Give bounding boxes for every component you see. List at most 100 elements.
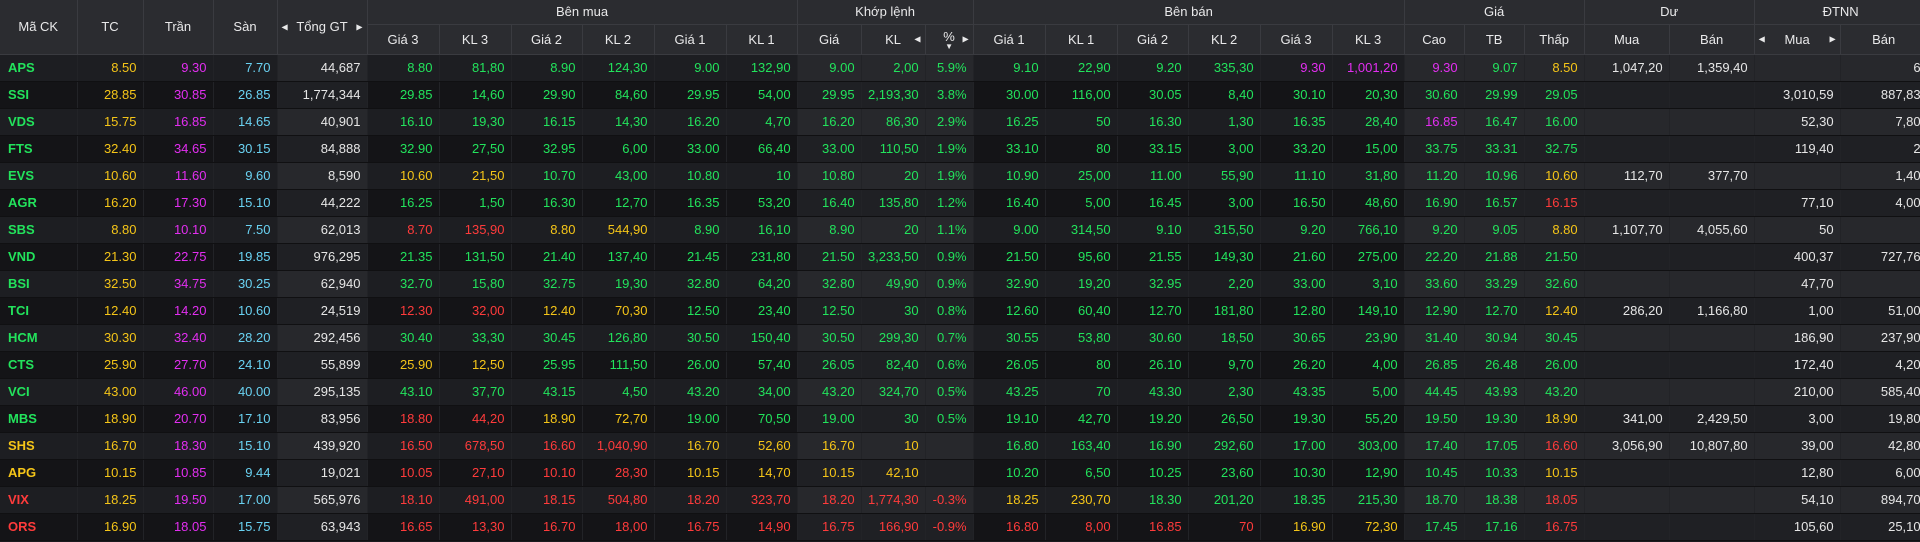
col-floor[interactable]: Sàn xyxy=(213,0,278,55)
table-row[interactable]: TCI 12.40 14.20 10.60 24,519 12.30 32,00 12.40 7… xyxy=(0,297,1920,325)
data-cell: 16.30 xyxy=(1117,108,1189,136)
table-row[interactable]: SHS 16.70 18.30 15.10 439,920 16.50 678,50 16.6… xyxy=(0,432,1920,460)
data-cell: 0.5% xyxy=(925,378,974,406)
col-ceiling[interactable]: Trần xyxy=(143,0,214,55)
col-avg[interactable]: TB xyxy=(1464,24,1525,55)
scroll-right-icon[interactable]: ▶ xyxy=(356,22,363,32)
col-buy-price-2[interactable]: Giá 2 xyxy=(511,24,583,55)
data-cell: 678,50 xyxy=(439,432,512,460)
col-match-pct[interactable]: % ▼ ▶ xyxy=(925,24,974,55)
col-remain-buy[interactable]: Mua xyxy=(1584,24,1670,55)
col-symbol[interactable]: Mã CK xyxy=(0,0,78,55)
col-buy-vol-3[interactable]: KL 3 xyxy=(439,24,512,55)
data-cell: 43.25 xyxy=(973,378,1046,406)
symbol-cell[interactable]: CTS xyxy=(0,351,78,379)
symbol-cell[interactable]: APS xyxy=(0,54,78,82)
symbol-cell[interactable]: TCI xyxy=(0,297,78,325)
table-row[interactable]: APG 10.15 10.85 9.44 19,021 10.05 27,10 10.10 28… xyxy=(0,459,1920,487)
match-scroll-left-icon[interactable]: ◀ xyxy=(914,34,921,44)
table-row[interactable]: CTS 25.90 27.70 24.10 55,899 25.90 12,50 25.95 1… xyxy=(0,351,1920,379)
data-cell: 9.10 xyxy=(973,54,1046,82)
table-row[interactable]: VIX 18.25 19.50 17.00 565,976 18.10 491,00 18.1… xyxy=(0,486,1920,514)
data-cell: 30.30 xyxy=(77,324,144,352)
data-cell: 12,70 xyxy=(582,189,655,217)
data-cell: 44,20 xyxy=(439,405,512,433)
col-buy-vol-1[interactable]: KL 1 xyxy=(726,24,798,55)
col-total-value[interactable]: ◀ Tổng GT ▶ xyxy=(277,0,368,55)
col-match-vol[interactable]: KL ◀ xyxy=(861,24,926,55)
scroll-left-icon[interactable]: ◀ xyxy=(281,22,288,32)
col-sell-price-3[interactable]: Giá 3 xyxy=(1260,24,1333,55)
symbol-cell[interactable]: VIX xyxy=(0,486,78,514)
col-low[interactable]: Thấp xyxy=(1524,24,1585,55)
data-cell: 16.35 xyxy=(1260,108,1333,136)
data-cell: 2,193,30 xyxy=(861,81,926,109)
symbol-cell[interactable]: BSI xyxy=(0,270,78,298)
table-row[interactable]: VCI 43.00 46.00 40.00 295,135 43.10 37,70 43.15… xyxy=(0,378,1920,406)
symbol-cell[interactable]: ORS xyxy=(0,513,78,541)
col-foreign-sell[interactable]: Bán xyxy=(1840,24,1920,55)
data-cell: 315,50 xyxy=(1188,216,1261,244)
table-row[interactable]: APS 8.50 9.30 7.70 44,687 8.80 81,80 8.90 124,30… xyxy=(0,54,1920,82)
col-sell-vol-2[interactable]: KL 2 xyxy=(1188,24,1261,55)
col-sell-vol-1[interactable]: KL 1 xyxy=(1045,24,1118,55)
table-row[interactable]: MBS 18.90 20.70 17.10 83,956 18.80 44,20 18.90 7… xyxy=(0,405,1920,433)
match-scroll-right-icon[interactable]: ▶ xyxy=(962,34,969,44)
symbol-cell[interactable]: HCM xyxy=(0,324,78,352)
symbol-cell[interactable]: SHS xyxy=(0,432,78,460)
data-cell: 16.20 xyxy=(654,108,727,136)
symbol-cell[interactable]: EVS xyxy=(0,162,78,190)
data-cell: 8,590 xyxy=(277,162,368,190)
data-cell: 18.70 xyxy=(1404,486,1465,514)
table-row[interactable]: HCM 30.30 32.40 28.20 292,456 30.40 33,30 30.45… xyxy=(0,324,1920,352)
col-buy-price-3[interactable]: Giá 3 xyxy=(367,24,440,55)
symbol-cell[interactable]: SSI xyxy=(0,81,78,109)
symbol-cell[interactable]: SBS xyxy=(0,216,78,244)
sort-desc-icon[interactable]: ▼ xyxy=(945,41,954,51)
data-cell xyxy=(1754,54,1841,82)
col-buy-price-1[interactable]: Giá 1 xyxy=(654,24,727,55)
table-row[interactable]: SSI 28.85 30.85 26.85 1,774,344 29.85 14,60 29.… xyxy=(0,81,1920,109)
foreign-scroll-right-icon[interactable]: ▶ xyxy=(1829,34,1836,44)
col-sell-price-2[interactable]: Giá 2 xyxy=(1117,24,1189,55)
col-sell-price-1[interactable]: Giá 1 xyxy=(973,24,1046,55)
col-remain-sell[interactable]: Bán xyxy=(1669,24,1755,55)
table-row[interactable]: VDS 15.75 16.85 14.65 40,901 16.10 19,30 16.15 1… xyxy=(0,108,1920,136)
data-cell: 53,20 xyxy=(726,189,798,217)
data-cell: 181,80 xyxy=(1188,297,1261,325)
data-cell: 21.50 xyxy=(1524,243,1585,271)
data-cell: 19.00 xyxy=(797,405,862,433)
table-row[interactable]: VND 21.30 22.75 19.85 976,295 21.35 131,50 21.4… xyxy=(0,243,1920,271)
symbol-cell[interactable]: VDS xyxy=(0,108,78,136)
col-high[interactable]: Cao xyxy=(1404,24,1465,55)
data-cell: 1,00 xyxy=(1754,297,1841,325)
data-cell: 11.00 xyxy=(1117,162,1189,190)
col-sell-vol-3[interactable]: KL 3 xyxy=(1332,24,1405,55)
table-row[interactable]: AGR 16.20 17.30 15.10 44,222 16.25 1,50 16.30 12… xyxy=(0,189,1920,217)
data-cell: 33.15 xyxy=(1117,135,1189,163)
table-row[interactable]: FTS 32.40 34.65 30.15 84,888 32.90 27,50 32.95 6… xyxy=(0,135,1920,163)
data-cell: 299,30 xyxy=(861,324,926,352)
table-row[interactable]: EVS 10.60 11.60 9.60 8,590 10.60 21,50 10.70 43,… xyxy=(0,162,1920,190)
symbol-cell[interactable]: FTS xyxy=(0,135,78,163)
data-cell: 29.05 xyxy=(1524,81,1585,109)
symbol-cell[interactable]: MBS xyxy=(0,405,78,433)
col-match-price[interactable]: Giá xyxy=(797,24,862,55)
col-foreign-buy[interactable]: ◀ Mua ▶ xyxy=(1754,24,1841,55)
symbol-cell[interactable]: VCI xyxy=(0,378,78,406)
data-cell: 292,456 xyxy=(277,324,368,352)
data-cell: 110,50 xyxy=(861,135,926,163)
col-ref[interactable]: TC xyxy=(77,0,144,55)
symbol-cell[interactable]: APG xyxy=(0,459,78,487)
symbol-cell[interactable]: AGR xyxy=(0,189,78,217)
table-row[interactable]: SBS 8.80 10.10 7.50 62,013 8.70 135,90 8.80 544,… xyxy=(0,216,1920,244)
symbol-cell[interactable]: VND xyxy=(0,243,78,271)
foreign-scroll-left-icon[interactable]: ◀ xyxy=(1758,34,1765,44)
data-cell: 1,047,20 xyxy=(1584,54,1670,82)
data-cell: 18.90 xyxy=(77,405,144,433)
table-row[interactable]: ORS 16.90 18.05 15.75 63,943 16.65 13,30 16.70 1… xyxy=(0,513,1920,541)
table-row[interactable]: BSI 32.50 34.75 30.25 62,940 32.70 15,80 32.75 1… xyxy=(0,270,1920,298)
data-cell: 12,50 xyxy=(439,351,512,379)
col-buy-vol-2[interactable]: KL 2 xyxy=(582,24,655,55)
data-cell: 12.30 xyxy=(367,297,440,325)
